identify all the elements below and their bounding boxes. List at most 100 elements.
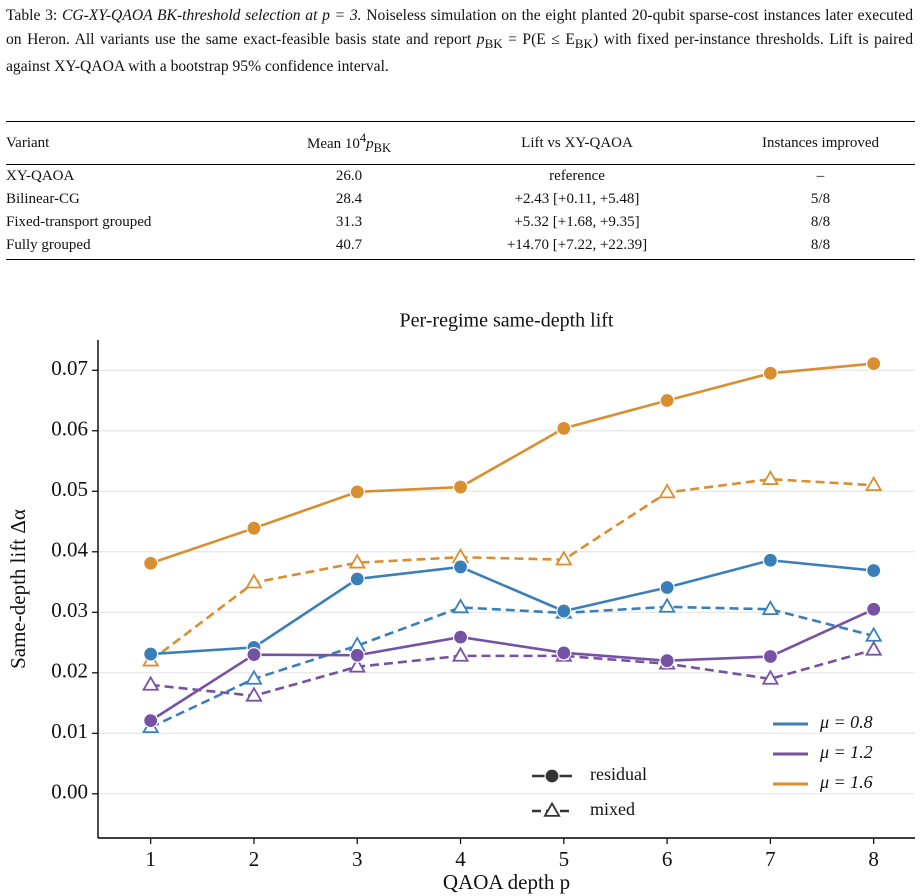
marker bbox=[761, 599, 780, 616]
caption-math: p bbox=[476, 30, 485, 48]
header-text: Mean 10 bbox=[306, 136, 360, 152]
y-tick-label: 0.02 bbox=[51, 659, 88, 683]
marker bbox=[451, 598, 470, 614]
caption: Table 3: CG-XY-QAOA BK-threshold selecti… bbox=[6, 4, 913, 79]
header-cell: Instances improved bbox=[726, 121, 915, 165]
x-tick-label: 1 bbox=[145, 847, 156, 871]
table-row: Fully grouped 40.7 +14.70 [+7.22, +22.39] 8… bbox=[6, 234, 915, 260]
x-tick-label: 2 bbox=[249, 847, 260, 871]
caption-math: BK bbox=[574, 35, 593, 51]
legend-label: μ = 1.2 bbox=[819, 742, 873, 762]
marker bbox=[762, 648, 778, 665]
x-axis-label: QAOA depth p bbox=[443, 870, 570, 894]
table-cell: 26.0 bbox=[335, 168, 363, 184]
marker bbox=[143, 555, 159, 571]
marker bbox=[555, 550, 573, 566]
marker bbox=[865, 475, 883, 491]
table-cell: reference bbox=[549, 168, 605, 184]
table-cell: – bbox=[816, 168, 825, 184]
marker bbox=[143, 713, 159, 729]
marker bbox=[556, 420, 572, 436]
header-cell: Lift vs XY-QAOA bbox=[428, 121, 726, 165]
x-tick-label: 4 bbox=[455, 847, 466, 871]
marker bbox=[245, 669, 263, 685]
x-tick-label: 8 bbox=[868, 847, 879, 871]
table-row: Fixed-transport grouped 31.3 +5.32 [+1.68,… bbox=[6, 211, 915, 234]
table-cell: Fully grouped bbox=[6, 234, 270, 260]
legend-marker bbox=[543, 801, 561, 817]
table-cell: +2.43 [+0.11, +5.48] bbox=[514, 191, 640, 207]
marker bbox=[658, 483, 676, 499]
marker bbox=[761, 469, 780, 485]
marker bbox=[452, 629, 469, 645]
header-text: BK bbox=[373, 141, 392, 155]
line bbox=[150, 605, 875, 729]
marker bbox=[451, 646, 470, 662]
x-tick-label: 6 bbox=[662, 847, 673, 871]
line bbox=[150, 362, 874, 565]
header-text: p bbox=[366, 136, 374, 152]
header-text: 4 bbox=[359, 131, 367, 145]
table-cell: +5.32 [+1.68, +9.35] bbox=[514, 214, 640, 230]
caption-title-text: p bbox=[322, 7, 330, 24]
table-cell: 28.4 bbox=[335, 191, 363, 207]
y-tick-label: 0.01 bbox=[51, 719, 88, 743]
y-tick-label: 0.00 bbox=[51, 780, 88, 804]
table-cell: 5/8 bbox=[810, 191, 831, 207]
legend-marker bbox=[544, 768, 560, 784]
marker bbox=[762, 365, 778, 381]
marker bbox=[556, 603, 572, 619]
marker bbox=[865, 640, 883, 656]
table-cell: Fixed-transport grouped bbox=[6, 214, 152, 230]
marker bbox=[866, 355, 882, 372]
caption-text: Noiseless simulation on the eight plante… bbox=[6, 7, 913, 48]
caption-text: ) with fixed per-instance thresholds. Li… bbox=[6, 30, 913, 76]
marker bbox=[348, 657, 366, 673]
marker bbox=[556, 645, 572, 661]
marker bbox=[658, 597, 676, 613]
y-tick-label: 0.05 bbox=[51, 477, 88, 501]
chart-title: Per-regime same-depth lift bbox=[400, 310, 614, 332]
marker bbox=[349, 647, 365, 663]
y-tick-label: 0.06 bbox=[51, 417, 88, 441]
caption-title: CG-XY-QAOA BK-threshold selection at p =… bbox=[62, 7, 362, 24]
marker bbox=[659, 653, 675, 669]
caption-title-text: CG-XY-QAOA BK-threshold selection at bbox=[61, 7, 323, 24]
legend-label: μ = 1.6 bbox=[819, 772, 873, 792]
line bbox=[150, 648, 875, 698]
marker bbox=[762, 552, 778, 568]
marker bbox=[348, 553, 366, 569]
header-cell: Variant bbox=[6, 121, 270, 165]
marker bbox=[452, 559, 469, 575]
legend-label: residual bbox=[590, 764, 647, 784]
header-row: Variant Mean 104pBK Lift vs XY-QAOA Inst… bbox=[6, 121, 915, 165]
caption-title-text: = 3. bbox=[329, 7, 362, 24]
y-tick-label: 0.03 bbox=[51, 598, 88, 622]
line bbox=[149, 477, 874, 662]
marker bbox=[349, 484, 365, 500]
marker bbox=[246, 647, 262, 663]
caption-label: Table 3: bbox=[6, 7, 58, 24]
marker bbox=[761, 669, 780, 685]
table-cell: 31.3 bbox=[335, 214, 363, 230]
marker bbox=[245, 573, 263, 589]
marker bbox=[659, 392, 675, 409]
caption-math: BK bbox=[484, 35, 503, 51]
chart: Per-regime same-depth lift 0.00 0.01 0.02 0.… bbox=[6, 310, 915, 894]
legend-label: μ = 0.8 bbox=[819, 712, 873, 732]
results-table: Variant Mean 104pBK Lift vs XY-QAOA Inst… bbox=[6, 121, 915, 260]
table-cell: Bilinear-CG bbox=[6, 191, 80, 207]
x-tick-label: 5 bbox=[559, 847, 570, 871]
marker bbox=[143, 646, 159, 662]
marker bbox=[866, 562, 882, 579]
table-cell: 40.7 bbox=[270, 234, 428, 260]
marker bbox=[659, 579, 675, 596]
caption-math: = P(E ≤ E bbox=[502, 30, 575, 48]
marker bbox=[349, 571, 365, 587]
table-cell: +14.70 [+7.22, +22.39] bbox=[428, 234, 726, 260]
marker bbox=[866, 601, 882, 617]
marker bbox=[141, 675, 160, 691]
y-tick-label: 0.07 bbox=[51, 356, 88, 380]
x-tick-label: 7 bbox=[765, 847, 776, 871]
